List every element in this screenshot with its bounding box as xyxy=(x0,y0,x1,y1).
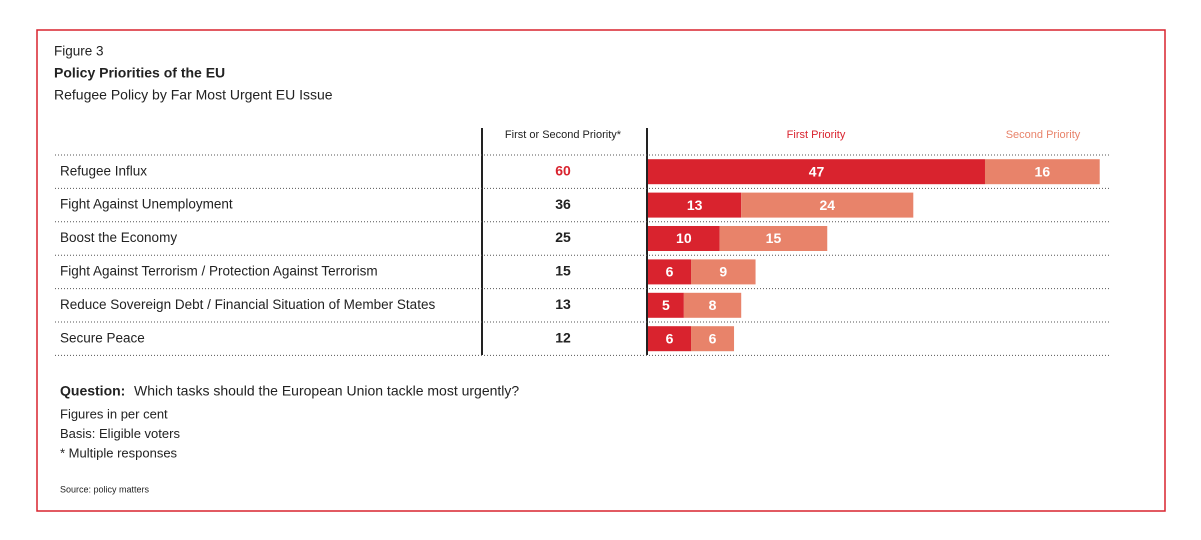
note: Basis: Eligible voters xyxy=(60,426,180,441)
bar-segment xyxy=(683,292,742,318)
bar-segment xyxy=(984,159,1100,185)
chart-subtitle: Refugee Policy by Far Most Urgent EU Iss… xyxy=(54,87,333,103)
bar-segment xyxy=(741,192,914,218)
bar-label: 47 xyxy=(809,163,825,179)
question-text: Which tasks should the European Union ta… xyxy=(134,383,519,399)
bar-segment xyxy=(691,259,756,285)
total-value: 25 xyxy=(555,229,571,245)
bar-label: 6 xyxy=(666,264,674,280)
bar-label: 6 xyxy=(666,330,674,346)
bar-segment xyxy=(648,326,692,352)
total-value: 15 xyxy=(555,263,571,279)
category-label: Fight Against Unemployment xyxy=(60,197,233,212)
bar-label: 15 xyxy=(766,230,782,246)
category-label: Refugee Influx xyxy=(60,163,147,178)
category-label: Boost the Economy xyxy=(60,230,177,245)
category-label: Secure Peace xyxy=(60,330,145,345)
bar-segment xyxy=(691,326,735,352)
total-value: 12 xyxy=(555,329,571,345)
frame xyxy=(36,29,1166,512)
bar-label: 5 xyxy=(662,297,670,313)
bar-label: 13 xyxy=(687,197,703,213)
source: Source: policy matters xyxy=(60,484,150,494)
bar-label: 10 xyxy=(676,230,692,246)
note: * Multiple responses xyxy=(60,445,178,460)
total-value: 36 xyxy=(555,196,571,212)
category-label: Reduce Sovereign Debt / Financial Situat… xyxy=(60,297,435,312)
bar-label: 6 xyxy=(709,330,717,346)
legend-label: Second Priority xyxy=(1006,129,1081,141)
category-label: Fight Against Terrorism / Protection Aga… xyxy=(60,263,378,278)
total-value: 13 xyxy=(555,296,571,312)
bar-segment xyxy=(648,292,684,318)
bar-label: 16 xyxy=(1035,163,1051,179)
bar-label: 24 xyxy=(819,197,835,213)
column-header: First or Second Priority* xyxy=(505,129,622,141)
bar-label: 9 xyxy=(719,264,727,280)
chart-title: Policy Priorities of the EU xyxy=(54,65,225,81)
note: Figures in per cent xyxy=(60,406,168,421)
bar-segment xyxy=(648,192,742,218)
total-value: 60 xyxy=(555,162,571,178)
bar-segment xyxy=(719,226,828,251)
bar-segment xyxy=(648,159,985,185)
bar-segment xyxy=(648,226,720,251)
legend-label: First Priority xyxy=(787,129,846,141)
question-label: Question: xyxy=(60,383,125,399)
bar-segment xyxy=(648,259,692,285)
bar-label: 8 xyxy=(709,297,717,313)
figure-label: Figure 3 xyxy=(54,44,104,59)
